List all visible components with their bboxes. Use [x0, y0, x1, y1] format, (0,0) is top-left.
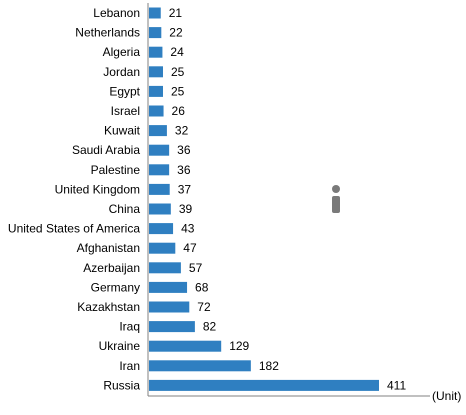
bar-netherlands	[149, 27, 162, 39]
value-label-united-kingdom: 37	[178, 182, 192, 196]
bar-kazakhstan	[149, 301, 190, 313]
value-label-ukraine: 129	[229, 339, 249, 353]
category-label-ukraine: Ukraine	[99, 339, 141, 353]
bar-lebanon	[149, 7, 161, 19]
category-label-kuwait: Kuwait	[104, 124, 141, 138]
category-label-iran: Iran	[119, 359, 140, 373]
value-label-palestine: 36	[177, 163, 191, 177]
value-label-iran: 182	[259, 359, 279, 373]
bar-ukraine	[149, 340, 222, 352]
category-label-palestine: Palestine	[91, 163, 141, 177]
value-label-lebanon: 21	[169, 6, 183, 20]
value-label-united-states-of-america: 43	[181, 222, 195, 236]
value-label-jordan: 25	[171, 65, 185, 79]
value-label-germany: 68	[195, 280, 209, 294]
bar-united-states-of-america	[149, 223, 174, 235]
bar-saudi-arabia	[149, 144, 170, 156]
value-label-algeria: 24	[170, 45, 184, 59]
bar-israel	[149, 105, 164, 117]
value-label-israel: 26	[172, 104, 186, 118]
category-label-germany: Germany	[91, 280, 140, 294]
category-label-egypt: Egypt	[109, 84, 140, 98]
value-label-kazakhstan: 72	[197, 300, 211, 314]
bar-germany	[149, 281, 188, 293]
bar-china	[149, 203, 171, 215]
value-label-netherlands: 22	[169, 26, 183, 40]
bar-iraq	[149, 321, 195, 333]
bar-united-kingdom	[149, 183, 170, 195]
category-label-lebanon: Lebanon	[93, 6, 140, 20]
value-label-saudi-arabia: 36	[177, 143, 191, 157]
bar-russia	[149, 379, 379, 391]
value-label-afghanistan: 47	[183, 241, 197, 255]
value-label-azerbaijan: 57	[189, 261, 203, 275]
bar-iran	[149, 360, 251, 372]
value-label-china: 39	[179, 202, 193, 216]
category-label-afghanistan: Afghanistan	[77, 241, 140, 255]
category-label-china: China	[109, 202, 141, 216]
info-icon	[332, 185, 340, 213]
bar-algeria	[149, 46, 163, 58]
value-label-iraq: 82	[203, 320, 217, 334]
category-label-united-kingdom: United Kingdom	[55, 182, 140, 196]
category-label-kazakhstan: Kazakhstan	[77, 300, 140, 314]
category-label-iraq: Iraq	[119, 320, 140, 334]
value-label-russia: 411	[387, 378, 406, 392]
category-label-jordan: Jordan	[103, 65, 140, 79]
unit-label: (Unit)	[432, 389, 461, 403]
value-label-kuwait: 32	[175, 124, 189, 138]
bar-palestine	[149, 164, 170, 176]
category-label-russia: Russia	[103, 378, 140, 392]
category-label-azerbaijan: Azerbaijan	[83, 261, 140, 275]
bar-egypt	[149, 85, 163, 97]
bar-azerbaijan	[149, 262, 181, 274]
category-label-saudi-arabia: Saudi Arabia	[72, 143, 140, 157]
category-label-israel: Israel	[111, 104, 140, 118]
bars-group: Lebanon 21 Netherlands 22 Algeria 24 Jordan 25 E…	[8, 6, 407, 392]
category-label-algeria: Algeria	[103, 45, 141, 59]
category-label-united-states-of-america: United States of America	[8, 222, 140, 236]
value-label-egypt: 25	[171, 84, 185, 98]
category-label-netherlands: Netherlands	[75, 26, 140, 40]
bar-jordan	[149, 66, 163, 78]
bar-afghanistan	[149, 242, 176, 254]
bar-kuwait	[149, 125, 167, 137]
